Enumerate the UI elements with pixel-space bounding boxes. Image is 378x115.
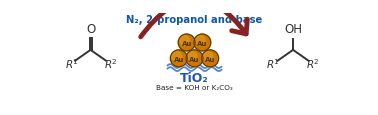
Text: N₂, 2-propanol and base: N₂, 2-propanol and base bbox=[126, 15, 263, 25]
Circle shape bbox=[202, 50, 218, 67]
Text: O: O bbox=[86, 23, 96, 36]
Circle shape bbox=[194, 35, 211, 52]
FancyArrowPatch shape bbox=[141, 1, 247, 37]
Text: $R^1$: $R^1$ bbox=[266, 57, 280, 70]
Text: OH: OH bbox=[284, 23, 302, 36]
Circle shape bbox=[180, 36, 189, 46]
Text: Au: Au bbox=[197, 41, 208, 47]
Text: TiO₂: TiO₂ bbox=[180, 72, 209, 84]
Circle shape bbox=[178, 35, 195, 52]
Text: Au: Au bbox=[181, 41, 192, 47]
Circle shape bbox=[172, 52, 181, 61]
Text: Au: Au bbox=[189, 57, 200, 63]
Text: Base = KOH or K₂CO₃: Base = KOH or K₂CO₃ bbox=[156, 84, 233, 90]
Text: $R^2$: $R^2$ bbox=[306, 57, 320, 70]
Text: $R^2$: $R^2$ bbox=[104, 57, 118, 70]
Circle shape bbox=[170, 50, 187, 67]
Circle shape bbox=[186, 50, 203, 67]
Text: Au: Au bbox=[174, 57, 184, 63]
Circle shape bbox=[203, 52, 213, 61]
Circle shape bbox=[188, 52, 197, 61]
Circle shape bbox=[195, 36, 205, 46]
Text: Au: Au bbox=[205, 57, 215, 63]
Text: $R^1$: $R^1$ bbox=[65, 57, 79, 70]
